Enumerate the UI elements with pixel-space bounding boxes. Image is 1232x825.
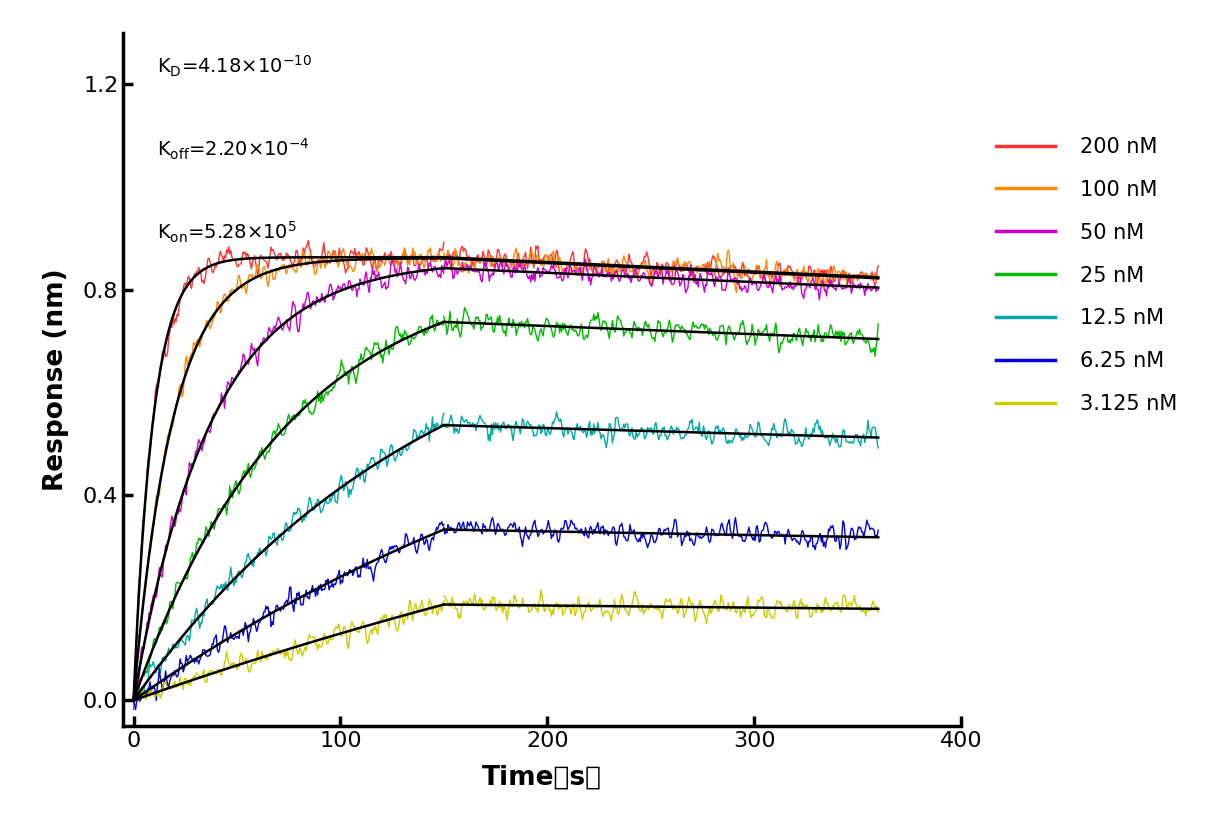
Text: K$_\mathregular{on}$=5.28×10$^{5}$: K$_\mathregular{on}$=5.28×10$^{5}$: [156, 220, 297, 245]
Text: K$_\mathregular{off}$=2.20×10$^{-4}$: K$_\mathregular{off}$=2.20×10$^{-4}$: [156, 137, 309, 163]
Text: K$_\mathregular{D}$=4.18×10$^{-10}$: K$_\mathregular{D}$=4.18×10$^{-10}$: [156, 54, 312, 79]
X-axis label: Time（s）: Time（s）: [482, 765, 602, 790]
Legend: 200 nM, 100 nM, 50 nM, 25 nM, 12.5 nM, 6.25 nM, 3.125 nM: 200 nM, 100 nM, 50 nM, 25 nM, 12.5 nM, 6…: [988, 129, 1185, 422]
Y-axis label: Response (nm): Response (nm): [43, 268, 69, 491]
